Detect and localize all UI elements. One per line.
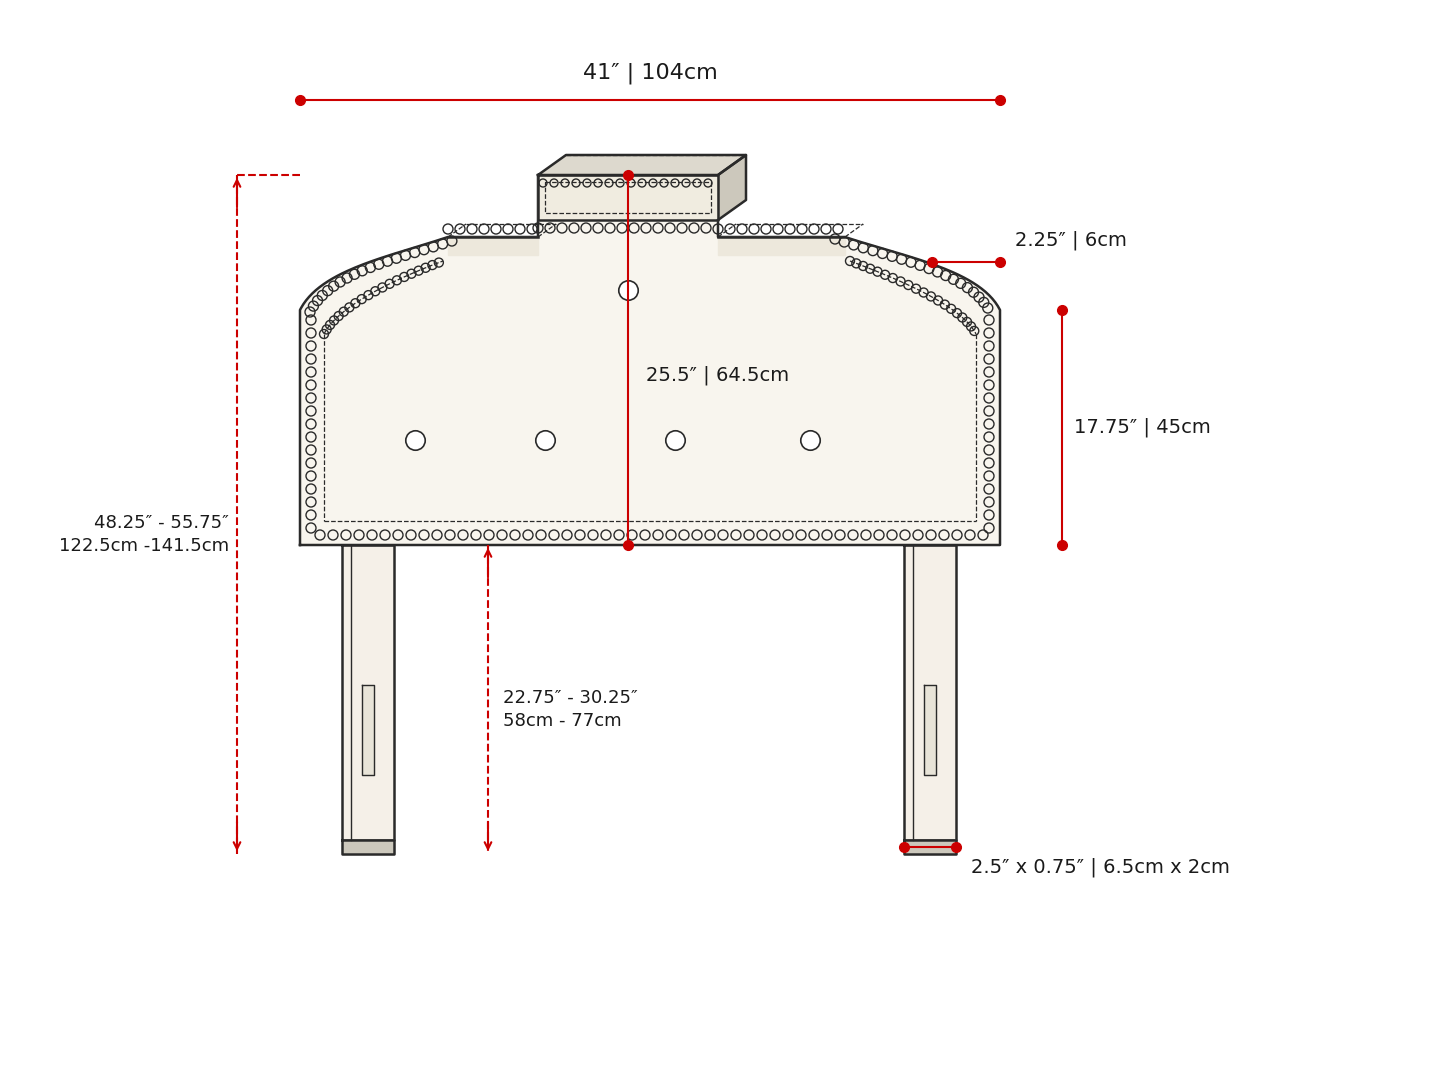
- Polygon shape: [538, 175, 718, 220]
- Polygon shape: [342, 840, 394, 854]
- Text: 25.5″ | 64.5cm: 25.5″ | 64.5cm: [646, 365, 789, 385]
- Polygon shape: [718, 155, 746, 220]
- Text: 22.75″ - 30.25″
58cm - 77cm: 22.75″ - 30.25″ 58cm - 77cm: [503, 688, 637, 731]
- Polygon shape: [905, 545, 957, 840]
- Polygon shape: [448, 237, 538, 255]
- Text: 41″ | 104cm: 41″ | 104cm: [582, 63, 717, 83]
- Polygon shape: [342, 545, 394, 840]
- Polygon shape: [301, 175, 1000, 545]
- Text: 17.75″ | 45cm: 17.75″ | 45cm: [1074, 417, 1211, 437]
- Text: 48.25″ - 55.75″
122.5cm -141.5cm: 48.25″ - 55.75″ 122.5cm -141.5cm: [59, 514, 228, 555]
- Polygon shape: [923, 685, 936, 775]
- Polygon shape: [718, 237, 845, 255]
- Polygon shape: [363, 685, 374, 775]
- Text: 2.25″ | 6cm: 2.25″ | 6cm: [1014, 230, 1127, 249]
- Text: 2.5″ x 0.75″ | 6.5cm x 2cm: 2.5″ x 0.75″ | 6.5cm x 2cm: [971, 857, 1230, 877]
- Polygon shape: [905, 840, 957, 854]
- Polygon shape: [538, 155, 746, 175]
